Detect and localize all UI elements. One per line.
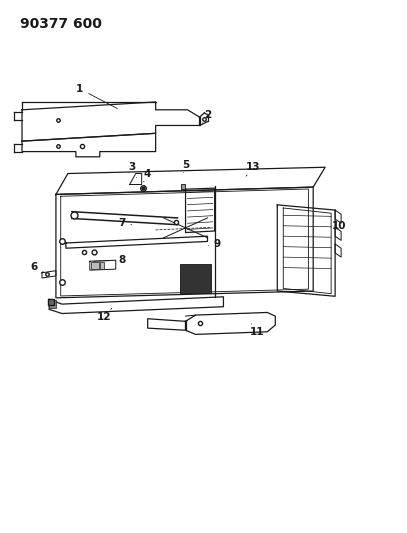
Text: 6: 6 [31, 262, 43, 272]
Text: 3: 3 [128, 162, 136, 177]
Bar [100, 262, 104, 269]
Text: 10: 10 [332, 221, 346, 231]
Text: 2: 2 [203, 110, 211, 123]
Bar [91, 262, 99, 269]
Bar [179, 264, 212, 293]
Text: 90377 600: 90377 600 [20, 17, 102, 31]
Text: 7: 7 [118, 218, 132, 228]
Text: 1: 1 [76, 84, 117, 109]
Text: 8: 8 [94, 255, 125, 265]
Bar [181, 184, 185, 189]
Text: 5: 5 [182, 160, 190, 173]
Text: 12: 12 [96, 308, 112, 322]
Text: 9: 9 [208, 239, 221, 249]
Text: 13: 13 [246, 162, 260, 176]
Text: 11: 11 [250, 324, 265, 337]
Text: 4: 4 [144, 168, 151, 182]
Bar [49, 301, 56, 308]
